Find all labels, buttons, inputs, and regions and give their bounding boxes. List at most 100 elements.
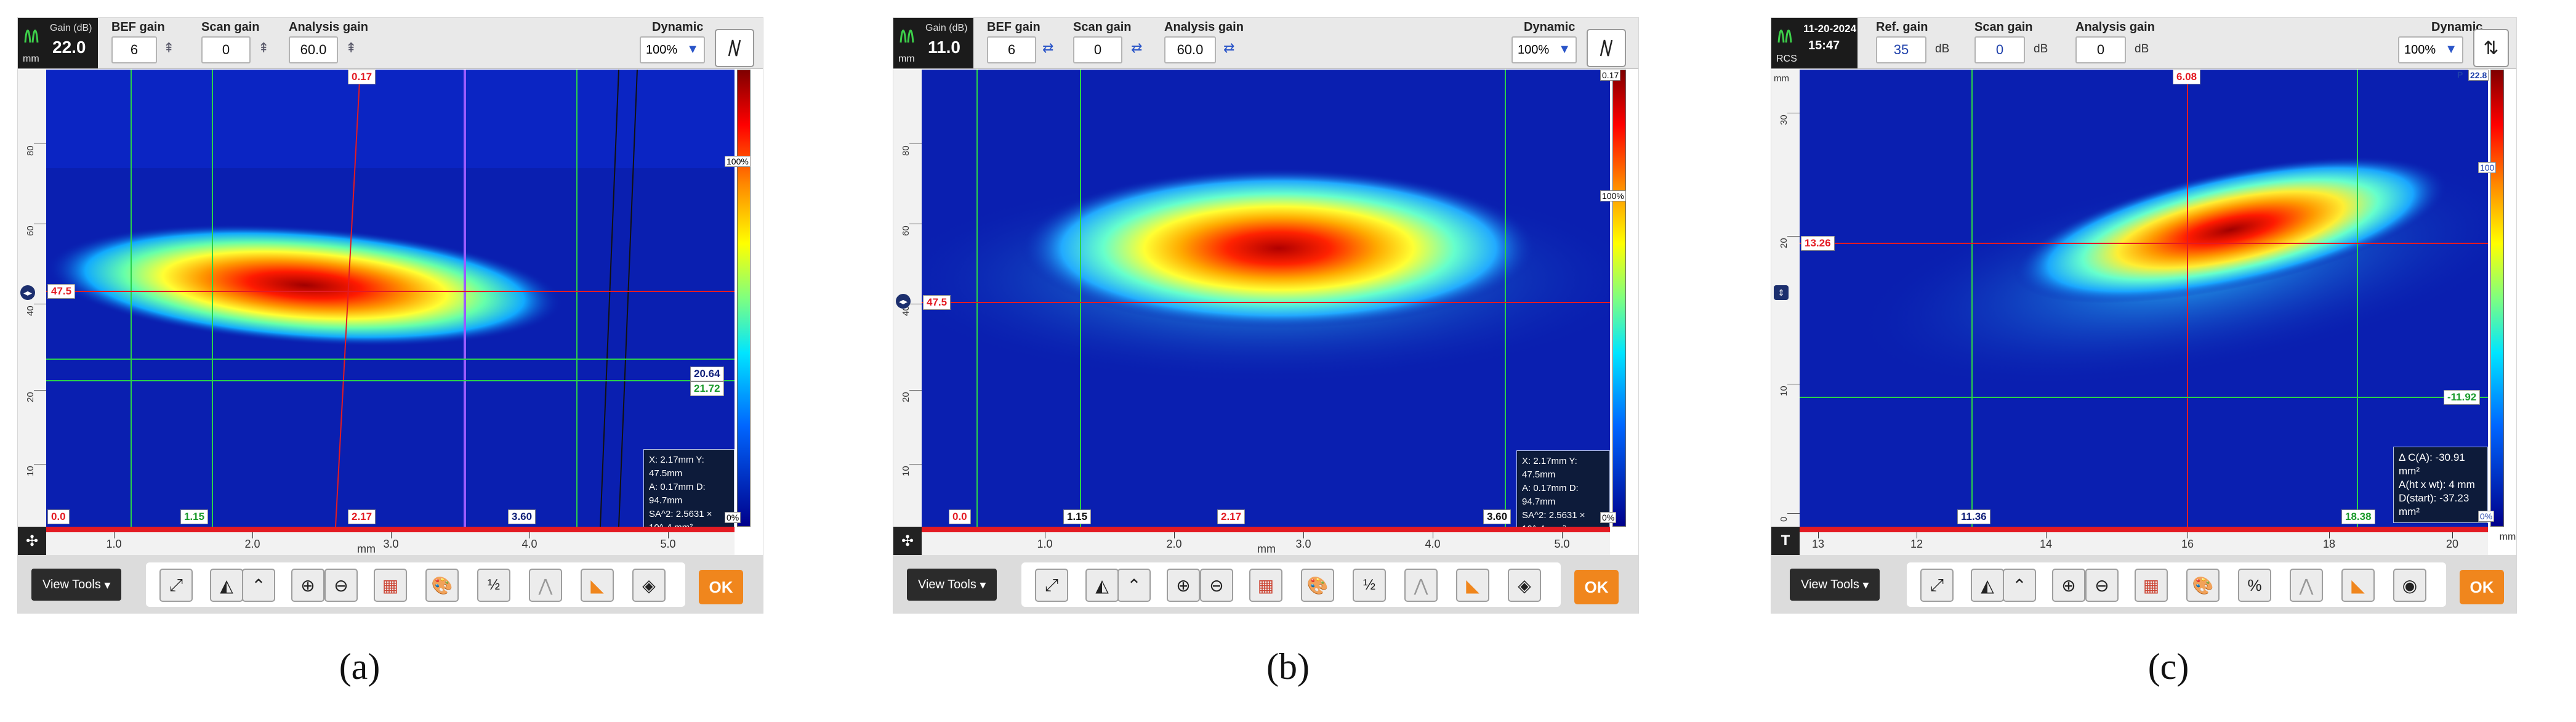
cursor-marker-icon[interactable]: ⇕ xyxy=(1774,285,1789,300)
vertical-ruler[interactable]: 80 60 40 20 10 ◂▸ xyxy=(18,70,47,527)
marker-icon[interactable]: ◣ xyxy=(1456,569,1489,602)
half-icon[interactable]: ½ xyxy=(1353,569,1386,602)
ruler-tick-label: 10 xyxy=(25,466,36,476)
scan-gain-input[interactable]: 0 xyxy=(1073,36,1122,63)
c-scan-view[interactable]: 0.17 47.5 20.64 21.72 0.0 1.15 2.17 3.60… xyxy=(46,70,735,527)
marker-icon[interactable]: ◣ xyxy=(581,569,614,602)
gain-step-icon[interactable]: ⇄ xyxy=(1042,40,1054,55)
axis-corner-icon[interactable]: ✣ xyxy=(18,527,46,555)
mirror-icon[interactable]: ◭ xyxy=(1085,569,1119,602)
dynamic-select[interactable]: 100% ▼ xyxy=(1511,36,1577,63)
analysis-gain-input[interactable]: 60.0 xyxy=(1164,36,1216,63)
color-scale-label: P xyxy=(2457,70,2463,79)
color-scale-bar xyxy=(737,70,751,527)
gain-step-icon[interactable]: ⇄ xyxy=(1131,40,1143,55)
grid-icon[interactable]: ▦ xyxy=(1249,569,1282,602)
bef-gain-input[interactable]: 6 xyxy=(987,36,1036,63)
fit-screen-icon[interactable]: ⤢ xyxy=(1920,569,1954,602)
waveform-icon xyxy=(900,30,914,43)
ok-button[interactable]: OK xyxy=(1574,570,1619,604)
fit-screen-icon[interactable]: ⤢ xyxy=(159,569,193,602)
bef-gain-input[interactable]: 6 xyxy=(111,36,157,63)
ref-gain-unit: dB xyxy=(1935,43,1950,55)
peak-icon[interactable]: ⌃ xyxy=(2003,569,2036,602)
dynamic-select[interactable]: 100% ▼ xyxy=(2398,36,2463,63)
gain-box[interactable]: Gain (dB) 22.0 mm xyxy=(18,18,98,68)
gain-step-icon[interactable]: ⇞ xyxy=(258,40,270,55)
bef-gain-label: BEF gain xyxy=(987,20,1040,34)
grid-icon[interactable]: ▦ xyxy=(374,569,407,602)
peak-icon[interactable]: ⌃ xyxy=(1117,569,1151,602)
session-box[interactable]: 11-20-2024 15:47 RCS xyxy=(1771,18,1858,68)
cursor-value-tag: 0.0 xyxy=(47,509,70,524)
zoom-in-icon[interactable]: ⊕ xyxy=(2052,569,2085,602)
color-scale[interactable]: 0.17 100% 0% xyxy=(1600,70,1631,527)
analysis-gain-input[interactable]: 60.0 xyxy=(289,36,338,63)
color-scale-label: 100% xyxy=(1600,190,1626,201)
cursor-value-tag: 0.17 xyxy=(348,70,376,84)
ruler-tick-label: 40 xyxy=(25,306,36,316)
cursor-marker-icon[interactable]: ◂▸ xyxy=(20,285,35,300)
palette-icon[interactable]: 🎨 xyxy=(425,569,459,602)
color-scale[interactable]: 100% 0% xyxy=(725,70,755,527)
zoom-out-icon[interactable]: ⊖ xyxy=(324,569,358,602)
c-scan-view[interactable]: 6.08 13.26 -11.92 11.36 18.38 Δ C(A): -3… xyxy=(1800,70,2488,527)
rectify-button[interactable] xyxy=(715,29,754,67)
rectify-button[interactable] xyxy=(1587,29,1626,67)
color-scale-label: 0.17 xyxy=(1600,70,1621,81)
envelope-icon[interactable]: ⋀ xyxy=(2290,569,2323,602)
top-bar: 11-20-2024 15:47 RCS Ref. gain 35 dB Sca… xyxy=(1771,18,2516,69)
sort-button[interactable]: ⇅ xyxy=(2473,29,2509,67)
vertical-ruler[interactable]: mm 30 20 10 0 ⇕ xyxy=(1771,70,1800,527)
c-scan-view[interactable]: 47.5 0.0 1.15 2.17 3.60 X: 2.17mm Y: 47.… xyxy=(922,70,1610,527)
horizontal-ruler[interactable]: 13 12 14 16 18 20 mm xyxy=(1800,527,2516,555)
eye-icon[interactable]: ◉ xyxy=(2393,569,2426,602)
envelope-icon[interactable]: ⋀ xyxy=(1404,569,1438,602)
gain-step-icon[interactable]: ⇞ xyxy=(345,40,357,55)
gain-label: Gain (dB) xyxy=(925,23,968,33)
ruler-tick-label: 80 xyxy=(901,145,911,156)
analysis-gain-input[interactable]: 0 xyxy=(2075,36,2126,63)
scan-gain-unit: dB xyxy=(2034,43,2048,55)
zoom-out-icon[interactable]: ⊖ xyxy=(1200,569,1233,602)
scan-gain-input[interactable]: 0 xyxy=(1974,36,2025,63)
color-scale-label: 0% xyxy=(2478,511,2495,522)
marker-icon[interactable]: ◣ xyxy=(2341,569,2375,602)
zoom-out-icon[interactable]: ⊖ xyxy=(2085,569,2119,602)
dynamic-select[interactable]: 100% ▼ xyxy=(640,36,705,63)
zoom-in-icon[interactable]: ⊕ xyxy=(291,569,324,602)
view-tools-button[interactable]: View Tools ▾ xyxy=(907,569,997,601)
peak-icon[interactable]: ⌃ xyxy=(242,569,275,602)
ref-gain-input[interactable]: 35 xyxy=(1876,36,1926,63)
axis-corner-icon[interactable]: T xyxy=(1771,527,1800,555)
ok-button[interactable]: OK xyxy=(699,570,743,604)
axis-corner-icon[interactable]: ✣ xyxy=(893,527,922,555)
color-scale[interactable]: P 22.8 100 0% xyxy=(2457,70,2509,527)
color-scale-label: 22.8 xyxy=(2468,70,2489,81)
grid-icon[interactable]: ▦ xyxy=(2135,569,2168,602)
vertical-ruler[interactable]: 80 60 40 20 10 ◂▸ xyxy=(893,70,922,527)
gain-box[interactable]: Gain (dB) 11.0 mm xyxy=(893,18,973,68)
zoom-in-icon[interactable]: ⊕ xyxy=(1167,569,1200,602)
analysis-gain-label: Analysis gain xyxy=(1164,20,1244,34)
layers-icon[interactable]: ◈ xyxy=(632,569,666,602)
horizontal-ruler[interactable]: 1.0 2.0 3.0 4.0 5.0 mm xyxy=(922,527,1610,555)
cursor-marker-icon[interactable]: ◂▸ xyxy=(896,294,911,309)
percent-icon[interactable]: % xyxy=(2238,569,2271,602)
envelope-icon[interactable]: ⋀ xyxy=(529,569,562,602)
gain-step-icon[interactable]: ⇞ xyxy=(163,40,175,55)
pulse-icon xyxy=(728,39,741,57)
horizontal-ruler[interactable]: 1.0 2.0 3.0 4.0 5.0 mm xyxy=(46,527,735,555)
mirror-icon[interactable]: ◭ xyxy=(1971,569,2004,602)
view-tools-button[interactable]: View Tools ▾ xyxy=(31,569,122,601)
fit-screen-icon[interactable]: ⤢ xyxy=(1035,569,1068,602)
gain-step-icon[interactable]: ⇄ xyxy=(1223,40,1235,55)
half-icon[interactable]: ½ xyxy=(477,569,510,602)
layers-icon[interactable]: ◈ xyxy=(1508,569,1541,602)
view-tools-button[interactable]: View Tools ▾ xyxy=(1790,569,1880,601)
scan-gain-input[interactable]: 0 xyxy=(201,36,251,63)
mirror-icon[interactable]: ◭ xyxy=(210,569,243,602)
ok-button[interactable]: OK xyxy=(2460,570,2504,604)
palette-icon[interactable]: 🎨 xyxy=(2186,569,2220,602)
palette-icon[interactable]: 🎨 xyxy=(1301,569,1334,602)
